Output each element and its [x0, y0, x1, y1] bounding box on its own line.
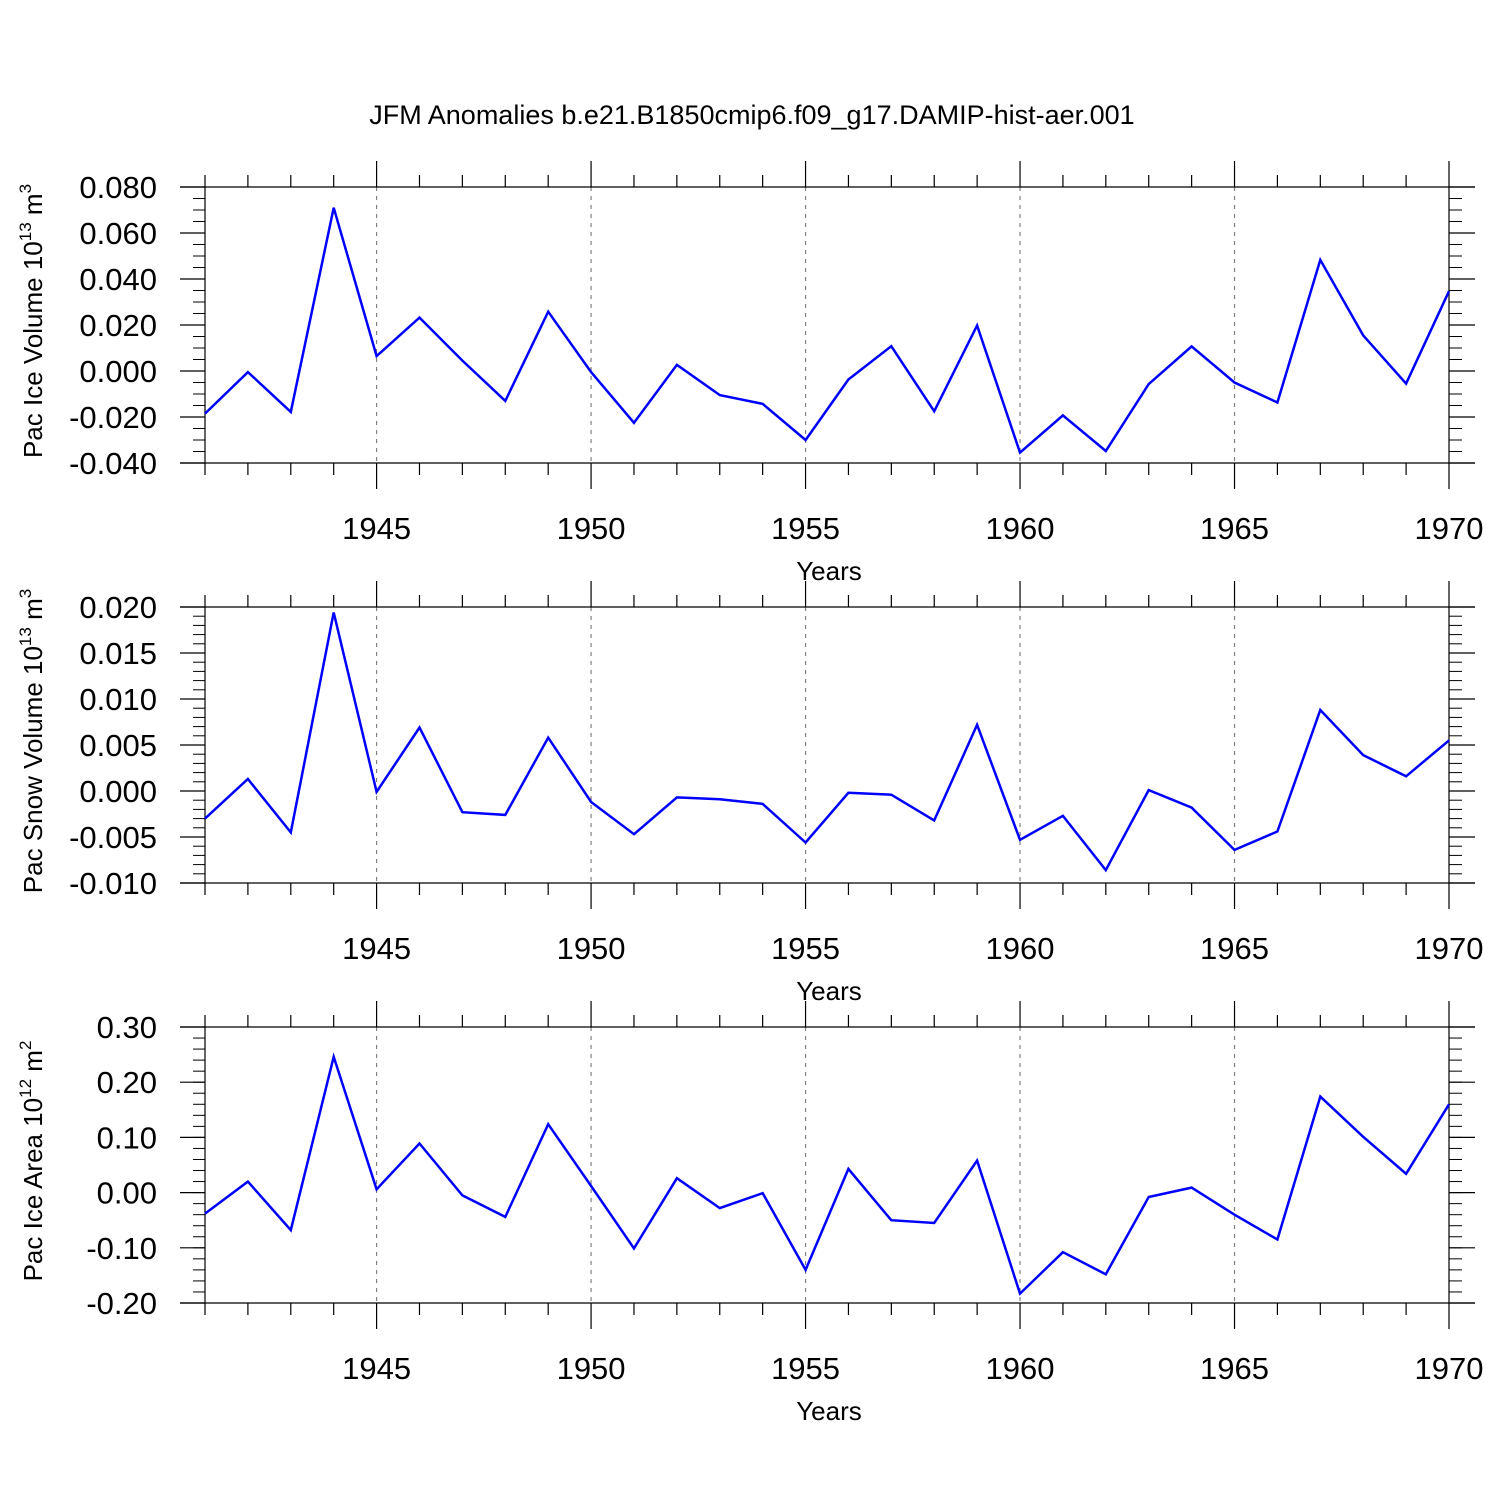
y-tick-label: 0.020 [79, 590, 157, 625]
y-tick-label: 0.00 [97, 1176, 157, 1211]
y-tick-label: 0.000 [79, 354, 157, 389]
series-line-1 [204, 1052, 1451, 1296]
y-axis-label-exp: 13 [16, 627, 35, 646]
chart-panel-3: 1945 1950 1955 1960 1965 1970 Years -0.20 -0.10 0… [16, 1001, 1483, 1426]
x-tick-label: 1950 [557, 1351, 626, 1386]
x-tick-label: 1950 [557, 511, 626, 546]
y-tick-label: 0.040 [79, 262, 157, 297]
y-axis-label-unit-exp: 3 [16, 589, 35, 598]
y-axis-label-exp: 13 [16, 222, 35, 241]
y-axis-label: Pac Ice Area 1012 m2 [16, 1041, 48, 1282]
y-tick-label: 0.010 [79, 682, 157, 717]
y-tick-label: 0.005 [79, 728, 157, 763]
x-tick-label: 1955 [771, 511, 840, 546]
x-tick-label: 1945 [342, 931, 411, 966]
y-axis-label-unit-exp: 2 [16, 1041, 35, 1050]
y-tick-label: 0.30 [97, 1010, 157, 1045]
chart-title: JFM Anomalies b.e21.B1850cmip6.f09_g17.D… [369, 100, 1134, 130]
x-tick-label: 1965 [1200, 511, 1269, 546]
x-tick-label: 1945 [342, 1351, 411, 1386]
x-axis-label: Years [796, 556, 862, 586]
y-tick-label: -0.10 [86, 1231, 157, 1266]
y-axis-label-unit: m [18, 193, 48, 222]
x-axis-label: Years [796, 976, 862, 1006]
y-axis-label-unit-exp: 3 [16, 184, 35, 193]
chart-panel-2: 1945 1950 1955 1960 1965 1970 Years -0.010 -0.00… [16, 581, 1483, 1006]
x-tick-label: 1970 [1415, 1351, 1484, 1386]
x-tick-label: 1965 [1200, 1351, 1269, 1386]
x-tick-label: 1960 [986, 1351, 1055, 1386]
y-tick-label: -0.010 [69, 866, 157, 901]
x-axis-label: Years [796, 1396, 862, 1426]
x-tick-label: 1970 [1415, 931, 1484, 966]
y-axis-label: Pac Snow Volume 1013 m3 [16, 589, 48, 893]
y-tick-label: -0.20 [86, 1286, 157, 1321]
y-axis-label-exp: 12 [16, 1079, 35, 1098]
y-tick-label: 0.020 [79, 308, 157, 343]
y-tick-label: 0.015 [79, 636, 157, 671]
y-tick-label: 0.000 [79, 774, 157, 809]
x-tick-label: 1965 [1200, 931, 1269, 966]
y-tick-label: 0.10 [97, 1120, 157, 1155]
chart-panel-1: 1945 1950 1955 1960 1965 1970 Years -0.040 -0.02… [16, 161, 1483, 586]
x-tick-label: 1970 [1415, 511, 1484, 546]
y-axis-label-main: Pac Ice Volume 10 [18, 241, 48, 458]
y-tick-label: -0.040 [69, 446, 157, 481]
y-tick-label: 0.20 [97, 1065, 157, 1100]
x-tick-label: 1960 [986, 931, 1055, 966]
y-tick-label: -0.005 [69, 820, 157, 855]
x-tick-label: 1950 [557, 931, 626, 966]
chart-panels: 1945 1950 1955 1960 1965 1970 Years -0.040 -0.02… [16, 161, 1483, 1426]
y-tick-label: -0.020 [69, 400, 157, 435]
series-line-1 [204, 612, 1450, 873]
x-tick-label: 1960 [986, 511, 1055, 546]
x-tick-label: 1955 [771, 1351, 840, 1386]
y-axis-label-unit: m [18, 598, 48, 627]
y-axis-label-main: Pac Ice Area 10 [18, 1098, 48, 1282]
x-tick-label: 1945 [342, 511, 411, 546]
x-tick-label: 1955 [771, 931, 840, 966]
y-axis-label-unit: m [18, 1050, 48, 1079]
y-axis-label-main: Pac Snow Volume 10 [18, 646, 48, 893]
y-tick-label: 0.060 [79, 216, 157, 251]
y-tick-label: 0.080 [79, 170, 157, 205]
y-axis-label: Pac Ice Volume 1013 m3 [16, 184, 48, 458]
series-line-1 [204, 207, 1451, 455]
